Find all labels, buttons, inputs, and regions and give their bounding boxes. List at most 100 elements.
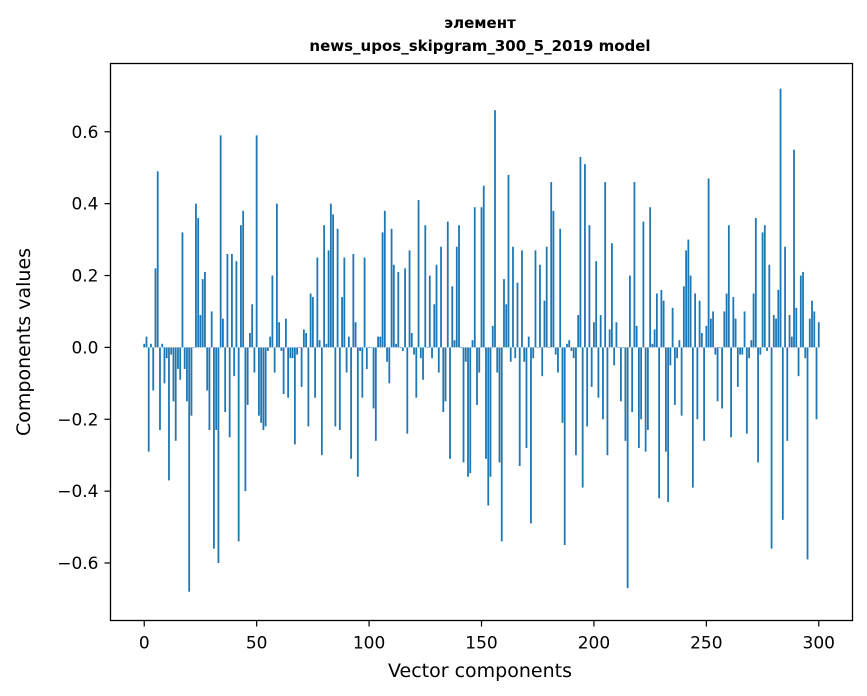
bar-34: [219, 135, 222, 348]
bar-159: [500, 347, 503, 542]
bar-175: [536, 347, 539, 348]
bar-65: [289, 347, 292, 359]
bar-33: [217, 347, 220, 563]
bar-294: [804, 347, 807, 359]
y-tick-label: −0.6: [57, 554, 98, 574]
bar-69: [298, 347, 301, 348]
bar-127: [428, 275, 431, 348]
bar-48: [251, 304, 254, 348]
bar-284: [781, 347, 784, 520]
bar-172: [530, 347, 532, 524]
x-axis-ticks: 0 50 100 150 200 250 300: [139, 620, 835, 654]
bar-95: [356, 347, 359, 477]
bar-167: [518, 347, 521, 466]
bar-98: [363, 257, 366, 348]
bar-231: [662, 300, 665, 348]
bar-35: [222, 318, 224, 348]
bar-82: [327, 250, 330, 348]
bar-83: [329, 203, 332, 348]
bar-174: [534, 250, 537, 348]
bar-101: [370, 347, 373, 348]
bar-265: [739, 347, 741, 355]
bar-206: [606, 347, 609, 456]
bar-171: [527, 336, 530, 348]
bar-163: [509, 347, 512, 362]
x-tick-label: 300: [803, 634, 835, 654]
bar-31: [213, 347, 215, 549]
bar-256: [718, 347, 721, 348]
bar-274: [759, 347, 762, 355]
bar-264: [736, 347, 739, 387]
bar-272: [754, 218, 757, 348]
bar-143: [464, 347, 467, 362]
bar-11: [168, 347, 170, 481]
bar-263: [734, 318, 737, 348]
bar-298: [813, 311, 816, 348]
bar-182: [552, 210, 555, 348]
bar-283: [779, 88, 782, 348]
bar-219: [635, 325, 638, 348]
bar-38: [228, 347, 231, 438]
bar-249: [703, 347, 705, 441]
bar-183: [554, 347, 557, 355]
bar-289: [793, 149, 795, 348]
bar-273: [757, 347, 759, 463]
bar-237: [676, 347, 679, 359]
bar-233: [667, 347, 670, 502]
bar-193: [577, 315, 580, 348]
bar-116: [404, 268, 406, 348]
bar-168: [521, 250, 523, 348]
bar-230: [660, 289, 663, 348]
bar-73: [307, 347, 310, 427]
bar-22: [192, 347, 195, 348]
bar-43: [240, 225, 242, 348]
bar-114: [399, 347, 402, 348]
bar-212: [620, 347, 622, 402]
bar-76: [314, 347, 317, 398]
bar-257: [721, 347, 723, 409]
bar-124: [422, 347, 424, 380]
y-axis-label: Components values: [13, 248, 35, 436]
x-tick-label: 200: [578, 634, 610, 654]
bar-24: [197, 218, 200, 348]
bar-92: [350, 347, 352, 459]
bar-55: [266, 347, 269, 351]
bar-41: [235, 261, 238, 348]
bar-216: [629, 275, 631, 348]
bar-106: [381, 232, 384, 348]
bar-10: [165, 347, 168, 359]
bar-59: [275, 203, 278, 348]
bar-148: [476, 347, 478, 405]
bar-162: [507, 174, 510, 348]
bar-99: [365, 347, 368, 369]
bar-291: [797, 347, 800, 377]
bar-190: [570, 347, 573, 351]
bar-243: [689, 275, 692, 348]
bar-224: [646, 347, 649, 431]
chart-title-line-2: news_upos_skipgram_300_5_2019 model: [309, 37, 650, 55]
bar-40: [233, 347, 236, 377]
bar-241: [685, 250, 688, 348]
bar-196: [584, 164, 586, 348]
bar-261: [730, 347, 732, 438]
bar-29: [208, 347, 211, 431]
bar-18: [183, 347, 186, 369]
bar-285: [784, 246, 786, 348]
bar-166: [516, 282, 519, 348]
bar-213: [622, 347, 625, 348]
bar-218: [633, 182, 636, 348]
y-axis-ticks: −0.6 −0.4 −0.2 0.0 0.2 0.4 0.6: [57, 123, 111, 574]
bar-205: [604, 182, 607, 348]
bar-151: [482, 185, 485, 348]
bar-292: [799, 275, 802, 348]
bar-238: [678, 340, 681, 348]
bar-90: [345, 347, 348, 373]
bar-145: [469, 347, 472, 474]
bar-188: [566, 343, 568, 348]
bar-300: [817, 322, 820, 348]
bar-173: [532, 347, 535, 359]
bar-44: [242, 210, 245, 348]
bar-87: [338, 347, 341, 431]
bar-299: [815, 347, 818, 420]
bar-125: [424, 225, 427, 348]
